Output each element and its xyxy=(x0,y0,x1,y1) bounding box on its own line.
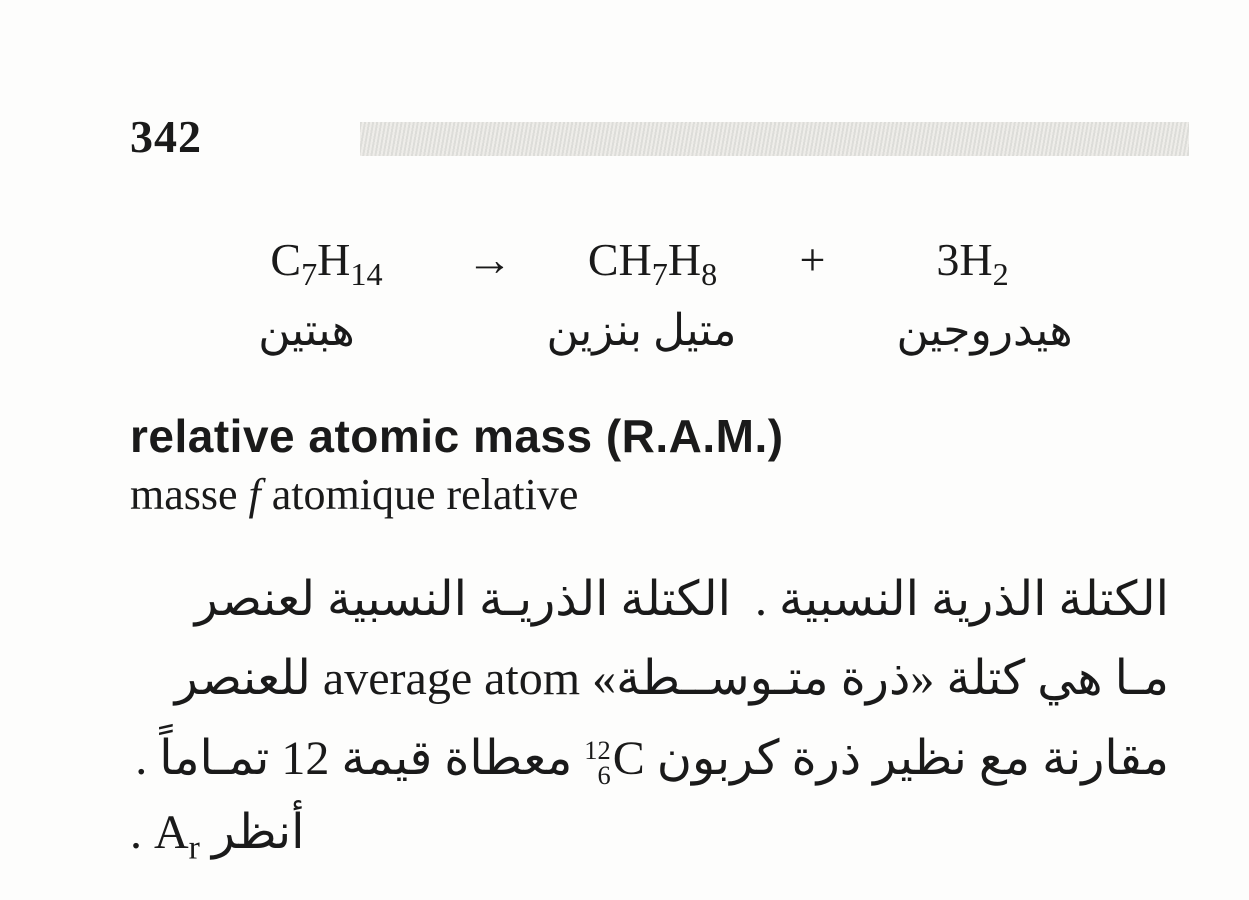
arabic-see-also: أنظر Ar . xyxy=(130,804,1169,868)
headword-english: relative atomic mass (R.A.M.) xyxy=(130,409,1169,463)
arabic-body-1: الكتلة الذريـة النسبية لعنصر xyxy=(195,573,731,626)
arabic-line3-post: معطاة قيمة 12 تمـاماً . xyxy=(135,732,584,785)
inline-english-term: average atom xyxy=(323,652,580,705)
reaction-arrow: → xyxy=(467,230,513,290)
product1-formula: CH7H8 xyxy=(573,230,733,296)
reactant-formula: C7H14 xyxy=(247,230,407,296)
isotope-atomic: 6 xyxy=(584,763,610,788)
page-number: 342 xyxy=(130,111,202,162)
arabic-see-word: أنظر xyxy=(200,806,305,859)
french-gender-marker: f xyxy=(249,470,261,519)
dictionary-page: 342 C7H14 → CH7H8 + 3H2 هيدروجين متيل بن… xyxy=(0,0,1249,900)
reactant-label-ar: هبتين xyxy=(226,302,386,359)
french-part2: atomique relative xyxy=(261,470,579,519)
see-period: . xyxy=(130,806,154,859)
arabic-heading: الكتلة الذرية النسبية . xyxy=(755,573,1169,626)
arabic-line2-post: للعنصر xyxy=(175,652,323,705)
isotope-element: C xyxy=(613,732,645,785)
see-symbol: Ar xyxy=(154,806,200,859)
definition-arabic: الكتلة الذرية النسبية . الكتلة الذريـة ا… xyxy=(130,560,1169,798)
product1-label-ar: متيل بنزين xyxy=(546,302,736,359)
french-part1: masse xyxy=(130,470,249,519)
carbon-isotope-symbol: 126C xyxy=(584,719,644,798)
product2-formula: 3H2 xyxy=(893,230,1053,296)
equation-label-row: هيدروجين متيل بنزين هبتين xyxy=(130,302,1169,359)
isotope-mass: 12 xyxy=(584,738,610,763)
plus-sign: + xyxy=(793,230,833,290)
headword-french: masse f atomique relative xyxy=(130,469,1169,520)
equation-formula-row: C7H14 → CH7H8 + 3H2 xyxy=(130,230,1169,296)
arabic-line2-pre: مـا هي كتلة «ذرة متـوســطة» xyxy=(580,652,1169,705)
header-decorative-band xyxy=(360,122,1189,156)
product2-label-ar: هيدروجين xyxy=(896,302,1072,359)
chemical-equation: C7H14 → CH7H8 + 3H2 هيدروجين متيل بنزين … xyxy=(130,230,1169,359)
page-header: 342 xyxy=(130,110,1209,170)
arabic-line3-pre: مقارنة مع نظير ذرة كربون xyxy=(645,732,1169,785)
